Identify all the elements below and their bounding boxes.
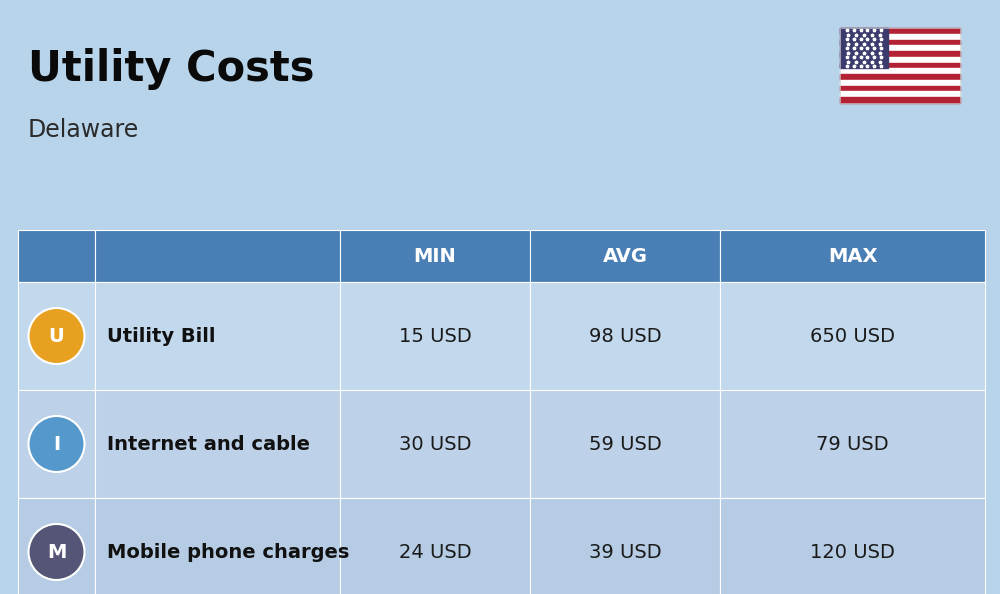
Bar — [18, 230, 95, 282]
Text: Utility Costs: Utility Costs — [28, 48, 314, 90]
Text: U: U — [49, 327, 64, 346]
Text: AVG: AVG — [602, 247, 648, 266]
Text: 650 USD: 650 USD — [810, 327, 895, 346]
Text: I: I — [53, 434, 60, 453]
Text: 98 USD: 98 USD — [589, 327, 661, 346]
Circle shape — [28, 308, 84, 364]
Bar — [530, 498, 720, 594]
Bar — [530, 282, 720, 390]
Bar — [95, 230, 340, 282]
Bar — [340, 498, 530, 594]
Text: MAX: MAX — [828, 247, 877, 266]
Bar — [18, 390, 95, 498]
Text: Delaware: Delaware — [28, 118, 139, 142]
Bar — [840, 34, 960, 40]
Bar — [840, 28, 960, 34]
Bar — [840, 68, 960, 74]
Bar — [18, 498, 95, 594]
Bar — [95, 390, 340, 498]
Bar — [840, 45, 960, 51]
Bar — [530, 390, 720, 498]
Bar — [840, 28, 960, 103]
Bar — [530, 230, 720, 282]
Text: 120 USD: 120 USD — [810, 542, 895, 561]
Bar — [720, 282, 985, 390]
Bar — [340, 230, 530, 282]
Bar — [840, 62, 960, 68]
Bar — [840, 40, 960, 45]
Circle shape — [28, 416, 84, 472]
Bar — [720, 390, 985, 498]
Text: Utility Bill: Utility Bill — [107, 327, 216, 346]
Bar — [840, 28, 888, 68]
Bar — [840, 86, 960, 91]
Text: MIN: MIN — [414, 247, 456, 266]
Bar — [720, 230, 985, 282]
Bar — [340, 282, 530, 390]
Bar — [720, 498, 985, 594]
Bar — [340, 390, 530, 498]
Circle shape — [28, 524, 84, 580]
Bar — [840, 97, 960, 103]
Bar — [840, 57, 960, 62]
Bar — [18, 282, 95, 390]
Bar — [95, 282, 340, 390]
Text: 24 USD: 24 USD — [399, 542, 471, 561]
Bar — [840, 91, 960, 97]
Text: 39 USD: 39 USD — [589, 542, 661, 561]
Text: Internet and cable: Internet and cable — [107, 434, 310, 453]
Bar — [95, 498, 340, 594]
Text: 59 USD: 59 USD — [589, 434, 661, 453]
Bar — [840, 80, 960, 86]
Bar — [840, 74, 960, 80]
Bar — [840, 51, 960, 57]
Text: 15 USD: 15 USD — [399, 327, 471, 346]
Text: Mobile phone charges: Mobile phone charges — [107, 542, 349, 561]
Text: 30 USD: 30 USD — [399, 434, 471, 453]
Text: M: M — [47, 542, 66, 561]
Text: 79 USD: 79 USD — [816, 434, 889, 453]
